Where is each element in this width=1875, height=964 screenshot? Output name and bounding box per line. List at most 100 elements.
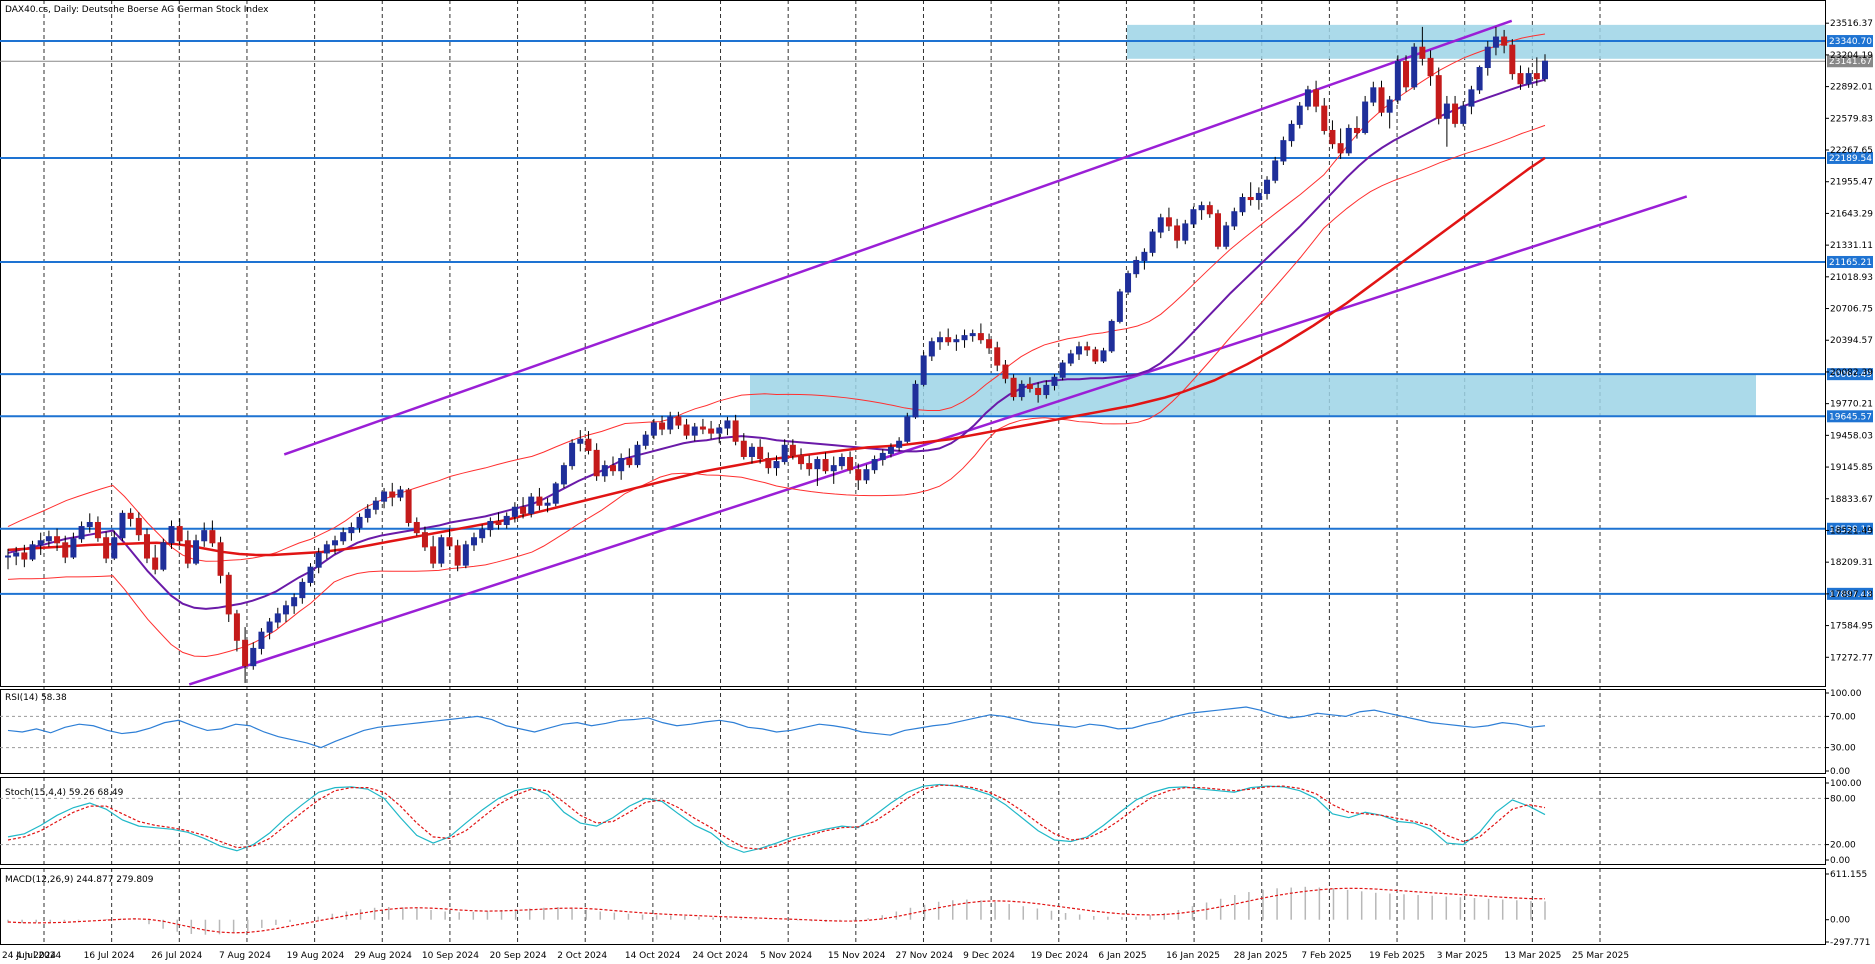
osc-tick-label: 0.00 (1830, 856, 1850, 866)
candle-body (716, 427, 723, 434)
level-tag (1827, 35, 1873, 48)
time-tick-label: 16 Jul 2024 (84, 951, 135, 961)
price-tick-label: 21018.93 (1830, 273, 1873, 283)
candle-body (544, 502, 551, 506)
candle-body (585, 438, 592, 451)
candle-body (54, 536, 61, 544)
candle-body (364, 508, 371, 518)
candle-body (577, 438, 584, 444)
level-tag (1827, 522, 1873, 535)
candle-body (757, 446, 764, 460)
candle-body (977, 333, 984, 341)
candle-body (1403, 60, 1410, 88)
candle-body (45, 536, 52, 542)
candle-body (863, 469, 870, 481)
candle-body (1427, 57, 1434, 77)
candle-body (462, 544, 469, 566)
price-tick-label: 17584.95 (1830, 622, 1873, 632)
candle-body (928, 341, 935, 357)
candle-body (1411, 46, 1418, 88)
osc-tick-label: -297.771 (1830, 938, 1870, 948)
candle-body (421, 532, 428, 548)
candle-body (348, 527, 355, 534)
price-tick-label: 22267.65 (1830, 146, 1873, 156)
osc-line (7, 706, 1546, 749)
time-tick-label: 19 Feb 2025 (1369, 951, 1425, 961)
candle-body (896, 440, 903, 448)
candle-body (683, 424, 690, 436)
candle-body (1182, 223, 1189, 241)
time-tick-label: 15 Nov 2024 (828, 951, 886, 961)
candle-body (634, 444, 641, 466)
candle-body (1174, 225, 1181, 241)
candle-body (601, 465, 608, 477)
candle-body (691, 426, 698, 436)
candle-body (1321, 105, 1328, 131)
candle-body (315, 552, 322, 568)
candle-body (1255, 192, 1262, 201)
candle-body (1370, 87, 1377, 103)
candle-body (552, 483, 559, 504)
candle-body (1353, 127, 1360, 134)
osc-tick-label: 100.00 (1830, 689, 1862, 699)
time-tick-label: 28 Jan 2025 (1234, 951, 1288, 961)
candle-body (724, 420, 731, 429)
candle-body (1214, 213, 1221, 247)
time-tick-label: 25 Mar 2025 (1572, 951, 1629, 961)
candle-body (1035, 387, 1042, 396)
candle-body (168, 526, 175, 544)
candle-body (732, 420, 739, 442)
time-tick-label: 3 Mar 2025 (1437, 951, 1488, 961)
osc-tick-label: 80.00 (1830, 794, 1856, 804)
candle-body (152, 557, 159, 570)
candle-body (1476, 67, 1483, 91)
candle-body (887, 446, 894, 454)
osc-tick-label: 30.00 (1830, 744, 1856, 754)
price-tick-label: 18521.49 (1830, 526, 1873, 536)
candle-body (1525, 73, 1532, 85)
candle-body (1092, 349, 1099, 362)
candle-body (323, 544, 330, 554)
candle-body (1362, 101, 1369, 134)
candle-body (282, 605, 289, 615)
candle-body (1468, 89, 1475, 107)
macd-pane-frame (0, 868, 1826, 945)
candle-body (1280, 140, 1287, 162)
price-tick-label: 20706.75 (1830, 305, 1873, 315)
candle-body (1018, 383, 1025, 398)
candle-body (528, 496, 535, 514)
candle-body (217, 542, 224, 576)
candle-body (78, 526, 85, 540)
level-label: 22189.54 (1829, 154, 1872, 164)
candle-body (675, 416, 682, 426)
candle-body (111, 537, 118, 559)
time-tick-label: 5 Nov 2024 (760, 951, 812, 961)
osc-tick-label: 611.155 (1830, 870, 1867, 880)
candle-body (536, 496, 543, 506)
candle-body (904, 416, 911, 442)
candle-body (1116, 291, 1123, 322)
candle-body (495, 520, 502, 526)
time-tick-label: 20 Sep 2024 (490, 951, 547, 961)
candle-body (225, 574, 232, 615)
candle-body (160, 542, 167, 570)
price-tick-label: 20394.57 (1830, 336, 1873, 346)
candle-body (1345, 127, 1352, 154)
candle-body (1239, 197, 1246, 213)
candle-body (266, 621, 273, 633)
level-tag (1827, 151, 1873, 164)
price-tick-label: 23516.37 (1830, 19, 1873, 29)
candle-body (1108, 320, 1115, 352)
price-tick-label: 19145.85 (1830, 463, 1873, 473)
time-tick-label: 13 Mar 2025 (1504, 951, 1561, 961)
candle-body (1198, 205, 1205, 211)
candle-body (986, 339, 993, 349)
candle-body (1067, 353, 1074, 364)
candle-body (1304, 89, 1311, 107)
candle-body (912, 383, 919, 418)
macd-pane: 611.155 0.00 -297.771 (7, 870, 1870, 948)
price-tick-label: 19458.03 (1830, 431, 1873, 441)
candle-body (438, 537, 445, 564)
candle-body (814, 459, 821, 470)
candle-body (258, 631, 265, 649)
